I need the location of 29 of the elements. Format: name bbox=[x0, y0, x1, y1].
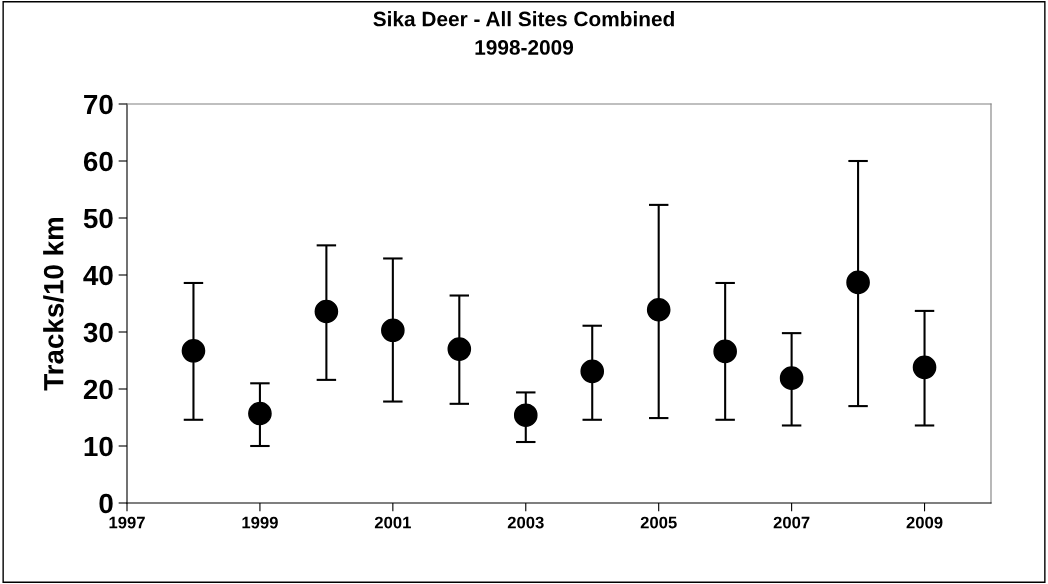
x-tick-label: 1999 bbox=[242, 516, 278, 529]
point bbox=[646, 297, 671, 322]
y-tick-label: 20 bbox=[83, 379, 113, 400]
x-tick-label: 2005 bbox=[640, 516, 677, 529]
y-tick-label: 0 bbox=[99, 493, 113, 514]
point bbox=[248, 401, 272, 426]
point bbox=[713, 339, 737, 364]
x-tick-label: 2003 bbox=[507, 516, 544, 529]
y-tick-label: 30 bbox=[83, 322, 113, 343]
point bbox=[381, 318, 405, 343]
y-tick-label: 10 bbox=[84, 436, 113, 457]
point bbox=[513, 403, 538, 428]
y-tick-label: 60 bbox=[83, 151, 113, 172]
y-axis-title: Tracks/10 km bbox=[43, 217, 64, 391]
point bbox=[181, 339, 206, 363]
point bbox=[447, 337, 472, 361]
y-tick-label: 50 bbox=[83, 208, 113, 229]
point bbox=[580, 359, 605, 384]
point bbox=[846, 270, 870, 295]
x-tick-label: 2001 bbox=[374, 516, 411, 529]
x-tick-label: 1997 bbox=[109, 516, 145, 529]
y-tick-label: 40 bbox=[83, 265, 113, 286]
point bbox=[779, 366, 804, 390]
x-tick-label: 2009 bbox=[906, 516, 943, 529]
x-tick-label: 2007 bbox=[773, 516, 810, 529]
point bbox=[912, 355, 937, 380]
point bbox=[314, 299, 339, 324]
chart-title: Sika Deer - All Sites Combined 1998-2009 bbox=[373, 11, 674, 55]
y-tick-label: 70 bbox=[84, 94, 113, 115]
